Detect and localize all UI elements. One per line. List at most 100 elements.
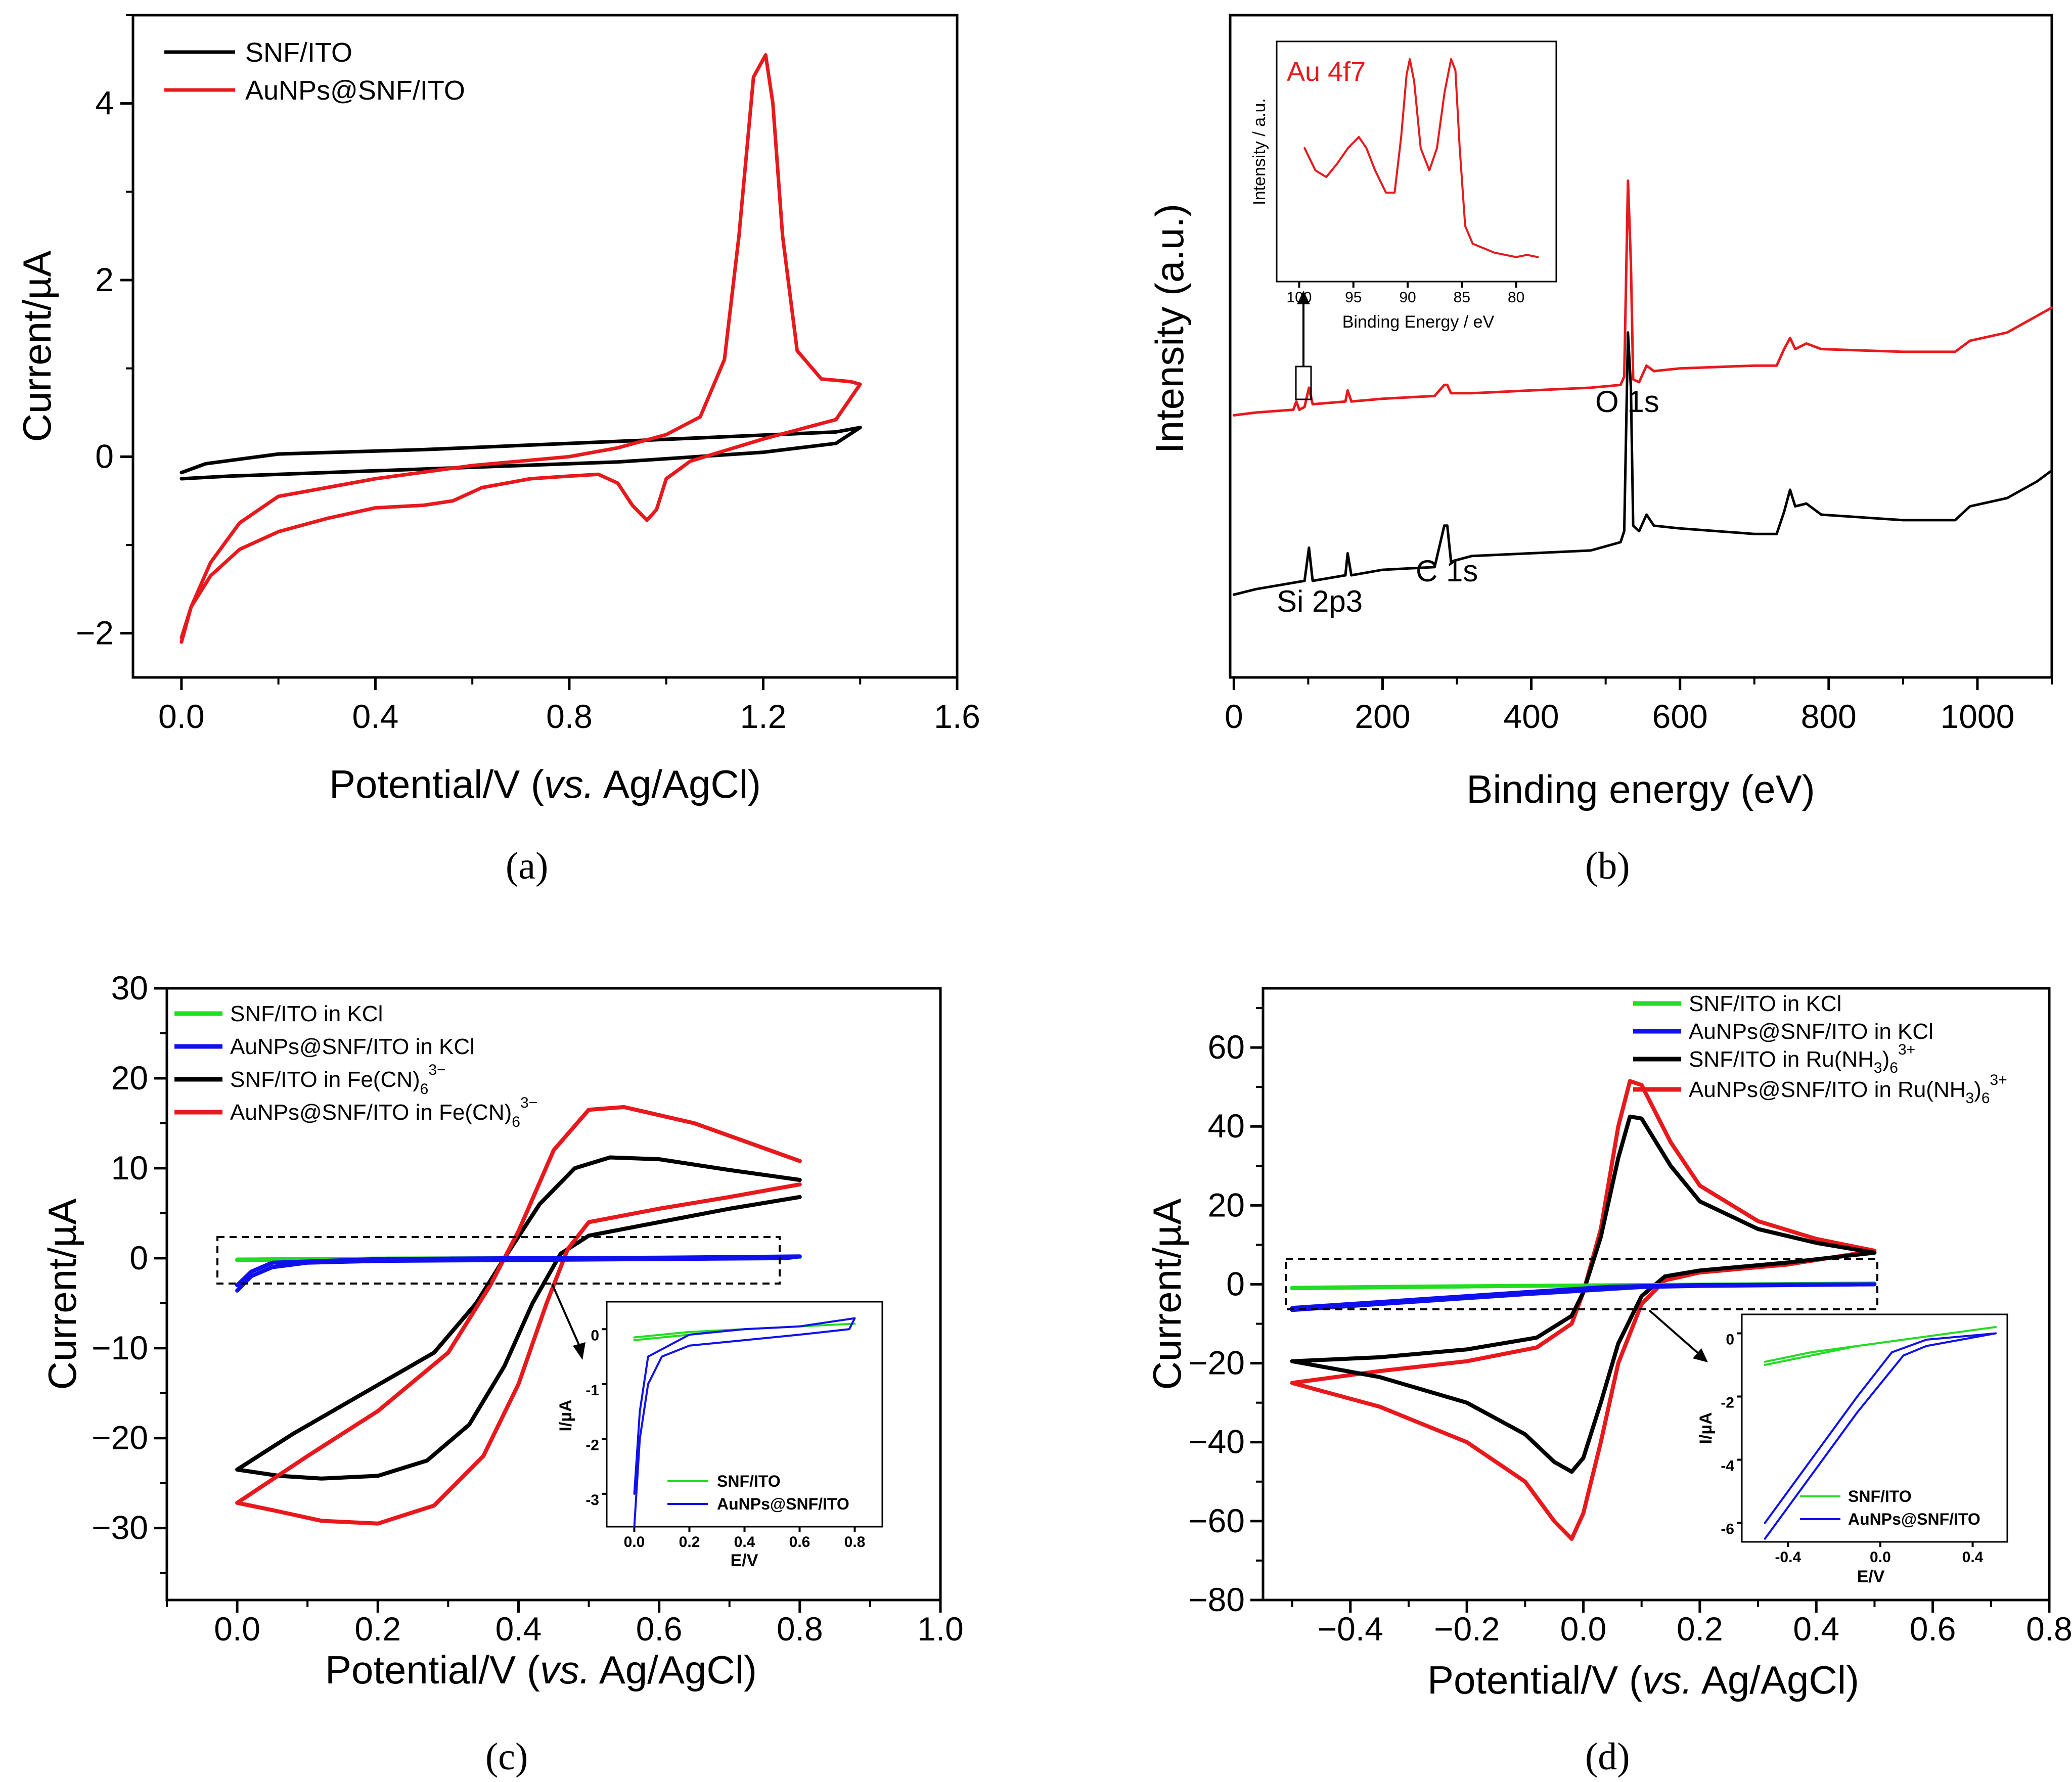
inset-xtick-label: 0.6: [789, 1534, 810, 1550]
panel-label-c: (c): [485, 1735, 528, 1778]
ytick-label: −60: [1188, 1502, 1245, 1539]
chart-a: 0.0 0.4 0.8 1.2 1.6 −2 0 2 4 Potential/V…: [15, 14, 980, 887]
legend-a: SNF/ITO AuNPs@SNF/ITO: [164, 37, 465, 106]
panel-label-d: (d): [1585, 1735, 1630, 1778]
inset-title: Au 4f7: [1287, 57, 1366, 87]
x-axis-label: Potential/V (vs. Ag/AgCl): [329, 762, 761, 806]
inset-xtick-label: 90: [1399, 289, 1416, 306]
inset-xtick-label: 100: [1286, 289, 1312, 306]
ytick-label: 0: [95, 437, 114, 475]
legend-label: SNF/ITO: [245, 37, 352, 68]
inset-ytick-label: -4: [1721, 1458, 1734, 1475]
xtick-label: 1.0: [917, 1610, 964, 1648]
legend-label: SNF/ITO in KCl: [1689, 991, 1841, 1016]
inset-series-aunps-snf-ito: [1764, 1332, 1997, 1540]
legend-label: AuNPs@SNF/ITO in KCl: [1689, 1019, 1933, 1044]
panel-label-b: (b): [1585, 845, 1630, 887]
inset-xtick-label: 0.0: [1870, 1549, 1891, 1566]
series-snf-ito-ruhex: [1290, 1114, 1877, 1474]
annotation-c1s: C 1s: [1416, 554, 1478, 588]
ytick-label: −80: [1188, 1581, 1245, 1618]
plot-frame-c: [165, 987, 942, 1602]
inset-d: -0.4 0.0 0.4 -6 -4 -2 0 E/V I/µA SNF/ITO…: [1696, 1313, 2008, 1586]
panel-label-a: (a): [506, 845, 548, 887]
xtick-label: 0.4: [496, 1610, 542, 1648]
inset-x-axis-label: E/V: [731, 1551, 758, 1570]
inset-frame-d: [1741, 1313, 2008, 1543]
legend-label: SNF/ITO in KCl: [230, 1001, 383, 1026]
inset-xtick-label: 95: [1345, 289, 1362, 306]
annotation-o1s: O 1s: [1595, 385, 1659, 419]
ytick-label: −30: [92, 1509, 148, 1546]
xtick-label: 600: [1652, 698, 1708, 735]
x-axis-label: Potential/V (vs. Ag/AgCl): [325, 1648, 757, 1692]
xtick-label: −0.2: [1434, 1610, 1500, 1648]
inset-x-axis-label: Binding Energy / eV: [1342, 312, 1495, 332]
inset-legend-label: AuNPs@SNF/ITO: [717, 1495, 849, 1513]
legend-label: AuNPs@SNF/ITO in Fe(CN)63−: [230, 1094, 537, 1130]
inset-xtick-label: 0.4: [1962, 1549, 1984, 1566]
plot-frame-b: [1229, 14, 2053, 679]
series-snf-ito: [179, 426, 862, 481]
xtick-label: 0.0: [158, 698, 205, 735]
inset-ytick-label: -6: [1721, 1521, 1734, 1538]
ytick-label: 20: [1208, 1186, 1245, 1223]
ytick-label: 4: [95, 84, 114, 122]
plot-frame-d: [1262, 987, 2051, 1602]
inset-xtick-label: 85: [1454, 289, 1470, 306]
xtick-label: 0: [1225, 698, 1243, 735]
y-axis-label: Current/µA: [1145, 1199, 1189, 1390]
legend-label: SNF/ITO in Fe(CN)63−: [230, 1062, 446, 1098]
ytick-label: 60: [1208, 1028, 1245, 1066]
xtick-label: 0.8: [546, 698, 593, 735]
x-axis-label: Binding energy (eV): [1466, 767, 1815, 811]
inset-ytick-label: -1: [585, 1382, 599, 1399]
inset-xtick-label: 0.0: [624, 1534, 645, 1550]
series-aunps-snf-ito-kcl: [235, 1254, 802, 1293]
inset-legend-label: SNF/ITO: [1848, 1487, 1912, 1505]
ytick-label: 10: [111, 1149, 148, 1186]
legend-d: SNF/ITO in KCl AuNPs@SNF/ITO in KCl SNF/…: [1633, 991, 2007, 1107]
inset-ytick-label: 0: [591, 1327, 599, 1344]
xtick-label: 200: [1355, 698, 1410, 735]
xtick-label: 1.2: [740, 698, 787, 735]
xtick-label: −0.4: [1318, 1610, 1383, 1648]
zoom-arrow-head-c: [573, 1342, 585, 1360]
xtick-label: 0.2: [1677, 1610, 1723, 1648]
zoom-box-c: [216, 1236, 781, 1285]
inset-xtick-label: 0.2: [679, 1534, 700, 1550]
ytick-label: −40: [1188, 1423, 1245, 1460]
y-axis-label: Current/µA: [40, 1199, 84, 1390]
inset-xtick-label: 0.4: [734, 1534, 755, 1550]
xtick-label: 0.4: [352, 698, 399, 735]
inset-xtick-label: 0.8: [844, 1534, 866, 1550]
inset-ytick-label: -2: [1721, 1395, 1734, 1411]
series-aunps-snf-ito-kcl: [1290, 1282, 1877, 1312]
legend-label: AuNPs@SNF/ITO in Ru(NH3)63+: [1689, 1072, 2007, 1107]
chart-d: −0.4 −0.2 0.0 0.2 0.4 0.6 0.8 −80 −60 −4…: [1145, 987, 2072, 1778]
series-aunps-snf-ito: [179, 53, 862, 644]
zoom-arrow-c: [551, 1284, 580, 1345]
ytick-label: 0: [1226, 1265, 1245, 1302]
ytick-label: 20: [111, 1059, 148, 1096]
xtick-label: 0.8: [777, 1610, 823, 1648]
inset-frame-b: [1276, 40, 1557, 283]
xtick-label: 0.6: [636, 1610, 683, 1648]
ytick-label: −20: [1188, 1344, 1245, 1382]
xtick-label: 400: [1504, 698, 1559, 735]
inset-x-axis-label: E/V: [1857, 1567, 1885, 1586]
ytick-label: 30: [111, 969, 148, 1007]
legend-label: AuNPs@SNF/ITO in KCl: [230, 1034, 475, 1059]
x-axis-label: Potential/V (vs. Ag/AgCl): [1427, 1658, 1859, 1702]
xtick-label: 0.6: [1910, 1610, 1956, 1648]
inset-y-axis-label: Intensity / a.u.: [1250, 98, 1269, 205]
inset-series-snf-ito: [1764, 1326, 1997, 1366]
xtick-label: 0.2: [354, 1610, 401, 1648]
xtick-label: 1.6: [934, 698, 980, 735]
inset-y-axis-label: I/µA: [1696, 1412, 1716, 1444]
inset-legend-label: AuNPs@SNF/ITO: [1848, 1510, 1980, 1528]
ytick-label: 40: [1208, 1107, 1245, 1145]
xtick-label: 0.8: [2026, 1610, 2072, 1648]
zoom-box-d: [1285, 1258, 1878, 1310]
